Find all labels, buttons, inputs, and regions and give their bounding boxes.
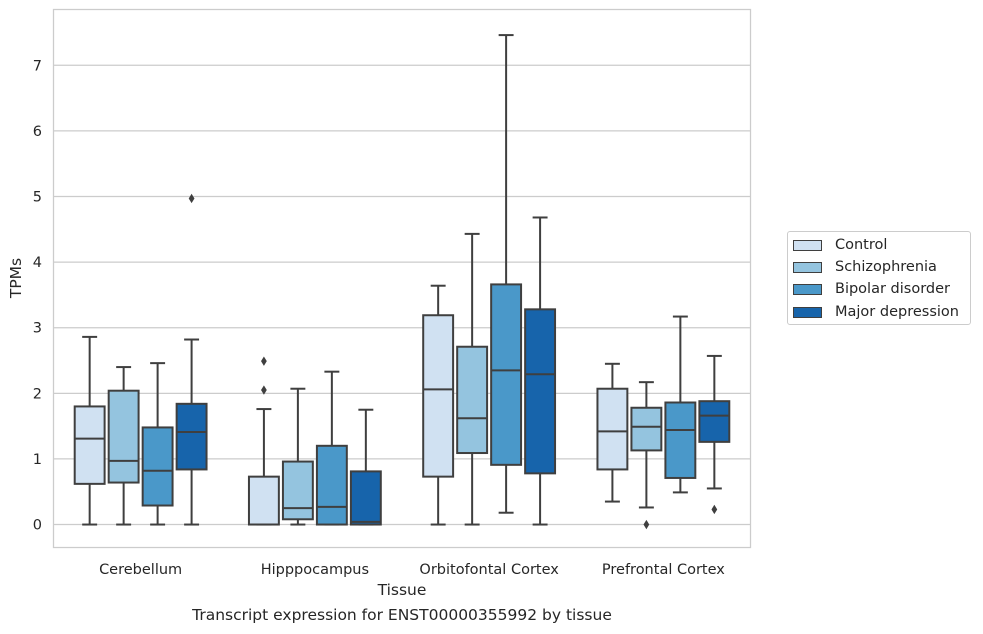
outlier-marker: [711, 504, 718, 515]
box-orbitofontal-cortex-bipolar-disorder: [490, 34, 523, 514]
box-cerebellum-control: [73, 335, 106, 526]
box-iqr: [107, 389, 140, 484]
box-hipppocampus-schizophrenia: [281, 387, 314, 526]
legend-item-major-depression: Major depression: [793, 302, 959, 322]
box-prefrontal-cortex-schizophrenia: [630, 381, 663, 530]
legend-item-bipolar-disorder: Bipolar disorder: [793, 279, 950, 299]
box-iqr: [175, 402, 208, 471]
y-tick-label: 2: [33, 386, 42, 402]
box-prefrontal-cortex-bipolar-disorder: [664, 315, 697, 494]
box-cerebellum-bipolar-disorder: [141, 362, 174, 526]
box-iqr: [596, 387, 629, 471]
box-hipppocampus-major-depression: [349, 408, 382, 526]
legend-swatch-bipolar-disorder: [793, 283, 822, 295]
y-tick-label: 6: [33, 124, 42, 140]
box-iqr: [422, 314, 455, 478]
y-tick-label: 7: [33, 58, 42, 74]
legend-label-major-depression: Major depression: [835, 304, 959, 320]
y-tick-label: 4: [33, 255, 42, 271]
y-tick-label: 0: [33, 518, 42, 534]
plot-frame: [52, 8, 752, 549]
box-prefrontal-cortex-major-depression: [698, 354, 731, 515]
box-iqr: [73, 405, 106, 485]
box-prefrontal-cortex-control: [596, 362, 629, 503]
box-cerebellum-schizophrenia: [107, 366, 140, 526]
box-iqr: [349, 470, 382, 526]
box-iqr: [524, 308, 557, 475]
x-tick-label: Hipppocampus: [261, 562, 369, 578]
box-cerebellum-major-depression: [175, 193, 208, 526]
box-hipppocampus-bipolar-disorder: [315, 370, 348, 526]
legend: Control Schizophrenia Bipolar disorder M…: [787, 231, 971, 325]
box-iqr: [664, 401, 697, 479]
legend-item-schizophrenia: Schizophrenia: [793, 257, 937, 277]
box-iqr: [456, 345, 489, 455]
legend-swatch-schizophrenia: [793, 261, 822, 273]
box-orbitofontal-cortex-control: [422, 284, 455, 526]
y-axis-label: TPMs: [7, 258, 25, 299]
x-tick-label: Cerebellum: [99, 562, 182, 578]
box-iqr: [247, 475, 280, 526]
box-iqr: [281, 460, 314, 521]
box-hipppocampus-control: [247, 356, 280, 526]
box-iqr: [141, 426, 174, 507]
legend-swatch-control: [793, 239, 822, 251]
x-axis-label: Tissue: [377, 581, 427, 599]
y-axis-ticks: 0 1 2 3 4 5 6 7: [33, 58, 42, 533]
outlier-marker: [261, 385, 267, 395]
y-tick-label: 1: [33, 452, 42, 468]
chart-caption: Transcript expression for ENST0000035599…: [192, 606, 612, 624]
box-orbitofontal-cortex-major-depression: [524, 216, 557, 526]
legend-label-bipolar-disorder: Bipolar disorder: [835, 281, 950, 297]
legend-swatch-major-depression: [793, 306, 822, 318]
legend-label-control: Control: [835, 237, 888, 253]
legend-label-schizophrenia: Schizophrenia: [835, 259, 937, 275]
legend-item-control: Control: [793, 235, 887, 255]
outlier-marker: [188, 193, 195, 204]
y-tick-label: 5: [33, 189, 42, 205]
outlier-marker: [643, 519, 650, 530]
box-iqr: [698, 400, 731, 443]
box-series: [73, 34, 731, 530]
box-iqr: [630, 406, 663, 452]
x-axis-ticks: Cerebellum Hipppocampus Orbitofontal Corte…: [99, 562, 725, 578]
y-tick-label: 3: [33, 321, 42, 337]
box-orbitofontal-cortex-schizophrenia: [456, 232, 489, 526]
x-tick-label: Orbitofontal Cortex: [419, 562, 559, 578]
outlier-marker: [261, 356, 267, 366]
box-iqr: [490, 283, 523, 466]
x-tick-label: Prefrontal Cortex: [602, 562, 725, 578]
box-iqr: [315, 444, 348, 526]
